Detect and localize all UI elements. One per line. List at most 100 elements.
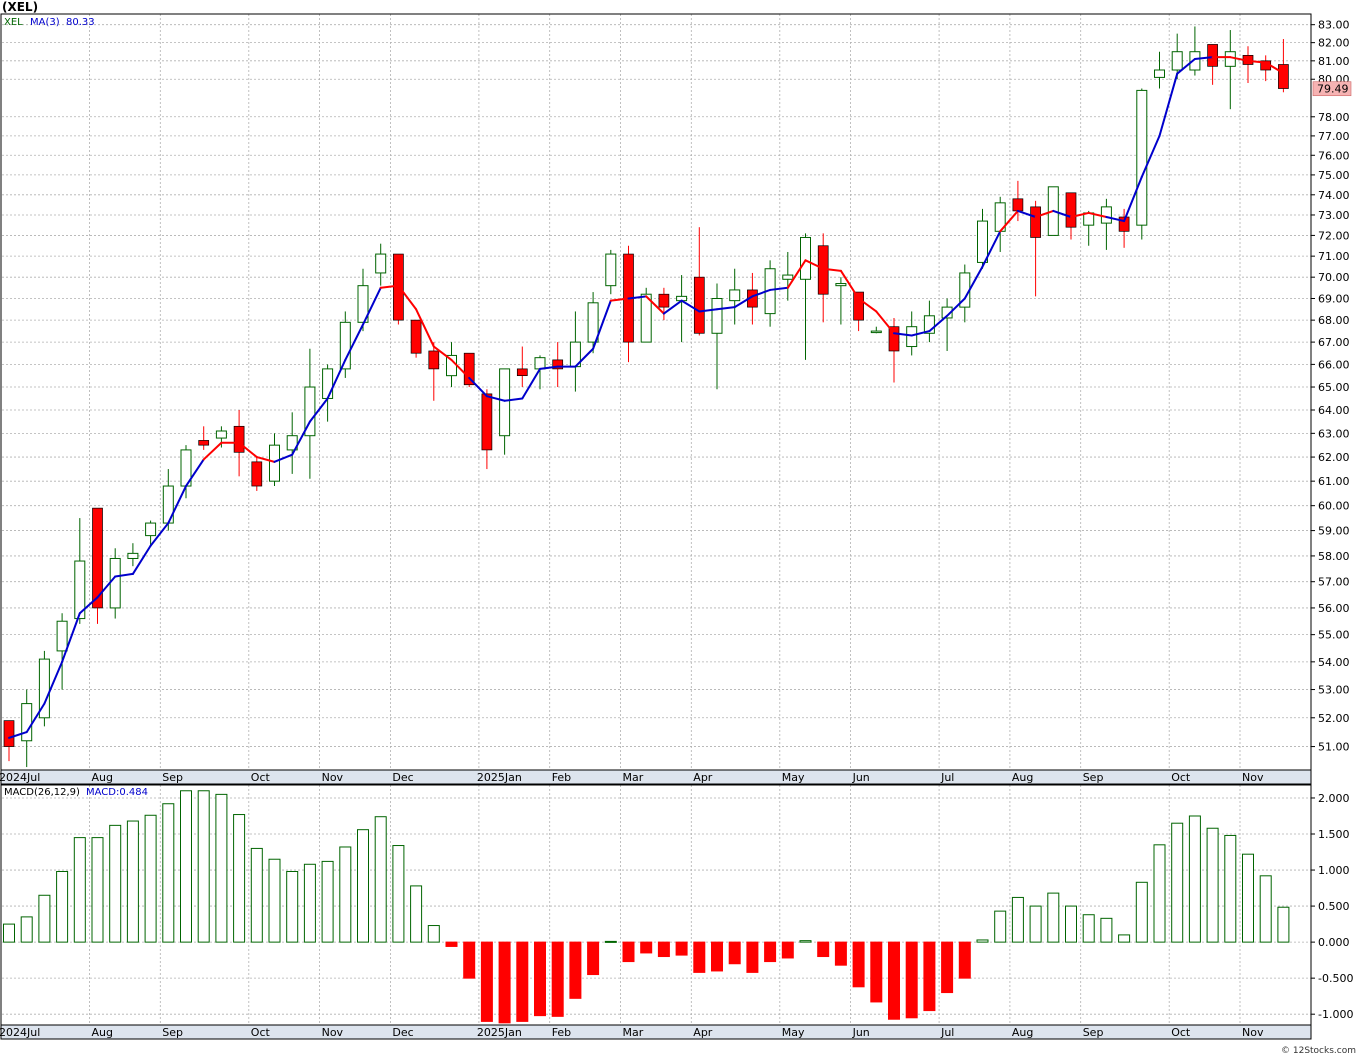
y-tick-label: 66.00 (1318, 358, 1350, 371)
x-tick-label: Nov (1242, 771, 1264, 784)
x-tick-label: Jul (940, 771, 954, 784)
y-tick-label: -0.500 (1318, 972, 1353, 985)
x-tick-label: 2024Jul (0, 771, 40, 784)
price-axis: 51.00 52.00 53.00 54.00 55.00 56.00 57.00 58.00… (1311, 19, 1352, 754)
y-tick-label: 1.500 (1318, 828, 1350, 841)
moving-average-line (8, 56, 1285, 739)
macd-bar (286, 870, 299, 943)
macd-bar (1242, 853, 1254, 943)
ma-segment (362, 286, 382, 326)
ma-segment (167, 485, 187, 525)
macd-bar (604, 940, 617, 943)
macd-bar (958, 941, 971, 979)
candle (1260, 55, 1272, 82)
x-tick-label: Jul (940, 1026, 954, 1039)
macd-bar (551, 941, 564, 1017)
macd-bar (38, 894, 51, 943)
x-tick-label: Sep (1083, 1026, 1104, 1039)
macd-bar (640, 941, 653, 954)
x-tick-label: Sep (162, 1026, 183, 1039)
macd-bar (1206, 827, 1219, 943)
candle-body (3, 720, 15, 747)
ma-segment (1229, 56, 1249, 62)
macd-bar (268, 858, 281, 943)
candle (817, 233, 829, 323)
candle (923, 300, 935, 343)
price-candles[interactable] (3, 26, 1289, 768)
ma-segment (96, 575, 117, 599)
y-tick-label: 68.00 (1318, 314, 1350, 327)
candle (357, 268, 369, 332)
macd-bar (498, 941, 511, 1024)
y-tick-label: 56.00 (1318, 602, 1350, 615)
y-tick-label: 58.00 (1318, 550, 1350, 563)
candle-body (1100, 206, 1112, 224)
candle-body (269, 444, 280, 482)
ma-segment (662, 299, 683, 315)
candle-body (38, 658, 50, 719)
ma-segment (485, 395, 506, 402)
ma-segment (574, 347, 595, 368)
candle (499, 368, 511, 455)
ma-segment (928, 314, 949, 333)
ma-segment (733, 295, 754, 309)
candle-body (1278, 64, 1289, 89)
x-tick-label: Aug (92, 1026, 113, 1039)
macd-bar (73, 837, 86, 943)
macd-bar (162, 803, 175, 943)
candle-body (605, 253, 617, 287)
x-tick-label: Mar (623, 771, 644, 784)
candle-body (304, 386, 316, 437)
macd-bar (1100, 917, 1113, 943)
candle-body (1154, 69, 1165, 78)
macd-bar (1188, 815, 1201, 943)
candle (1207, 44, 1218, 85)
ma-segment (627, 295, 648, 300)
candle (127, 543, 139, 567)
legend-ma-value: 80.33 (66, 17, 95, 28)
price-panel-frame (0, 13, 1312, 785)
candle-body (782, 274, 794, 280)
y-tick-label: 2.000 (1318, 792, 1350, 805)
macd-bar (445, 941, 458, 947)
price-grid (0, 14, 1311, 770)
y-tick-label: 78.00 (1318, 111, 1350, 124)
x-tick-label: Sep (162, 771, 183, 784)
macd-bar (392, 845, 405, 943)
macd-bar (994, 910, 1007, 943)
candle (1189, 26, 1201, 76)
candle (870, 326, 882, 334)
macd-bar (20, 916, 33, 943)
candle-body (339, 321, 351, 370)
ma-segment (432, 345, 453, 361)
ma-segment (1016, 209, 1037, 219)
y-tick-label: 82.00 (1318, 37, 1350, 50)
x-tick-label: 2024Jul (0, 1026, 40, 1039)
candle-body (1207, 44, 1218, 67)
candle-body (286, 435, 298, 451)
candle-body (888, 326, 900, 352)
candle (906, 311, 918, 356)
candle-body (534, 357, 546, 370)
y-tick-label: 57.00 (1318, 576, 1350, 589)
last-price-tag (1312, 81, 1352, 97)
y-tick-label: -1.000 (1318, 1008, 1353, 1021)
macd-bar (1082, 914, 1095, 943)
ma-segment (255, 456, 276, 463)
candle (3, 720, 15, 762)
candle (1242, 46, 1254, 83)
y-tick-label: 69.00 (1318, 293, 1350, 306)
macd-date-axis: 2024Jul Aug Sep Oct Nov Dec 2025Jan Feb Mar Apr Ma… (0, 1024, 1312, 1040)
candle (800, 233, 811, 360)
legends: XEL MA(3) 80.33 MACD(26,12,9) MACD:0.484 (4, 17, 148, 798)
macd-bars[interactable] (3, 790, 1290, 1024)
candle (658, 287, 670, 321)
macd-bar (321, 860, 334, 943)
ma-segment (8, 731, 28, 739)
macd-bar (834, 941, 847, 966)
macd-bar (339, 846, 352, 943)
macd-bar (781, 941, 794, 959)
x-tick-label: Nov (1242, 1026, 1264, 1039)
candle (1136, 88, 1148, 240)
